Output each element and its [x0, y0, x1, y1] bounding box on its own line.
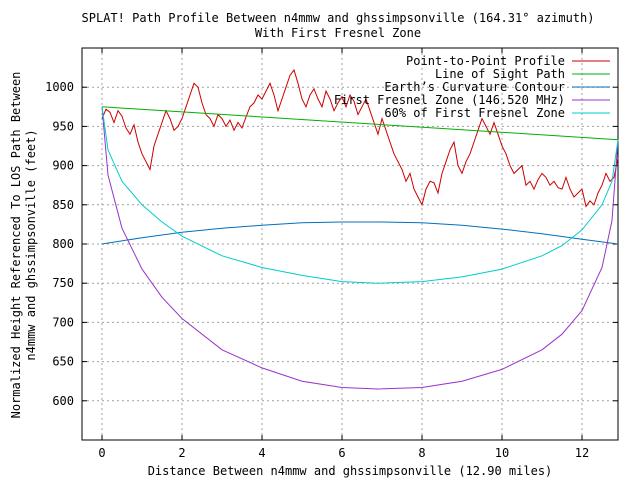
axis-ticks: 0 2 4 6 8 10 12 600 650 700 750 800 850 900 950 1000	[45, 48, 618, 460]
legend-label: Line of Sight Path	[435, 67, 565, 81]
y-tick-label: 800	[52, 237, 74, 251]
y-tick-label: 950	[52, 119, 74, 133]
y-axis-label-line2: n4mmw and ghssimpsonville (feet)	[24, 129, 38, 360]
legend-label: First Fresnel Zone (146.520 MHz)	[334, 93, 565, 107]
y-tick-label: 1000	[45, 80, 74, 94]
chart-subtitle: With First Fresnel Zone	[255, 26, 421, 40]
grid	[82, 48, 618, 440]
legend-label: Earth’s Curvature Contour	[384, 80, 565, 94]
x-tick-label: 0	[98, 446, 105, 460]
legend-label: 60% of First Fresnel Zone	[384, 106, 565, 120]
x-tick-label: 4	[258, 446, 265, 460]
y-tick-label: 650	[52, 355, 74, 369]
earth-curvature-line	[101, 221, 619, 245]
y-axis-label-line1: Normalized Height Referenced To LOS Path…	[9, 72, 23, 419]
x-tick-label: 2	[178, 446, 185, 460]
line-of-sight-line	[101, 106, 619, 141]
x-tick-label: 8	[418, 446, 425, 460]
profile-line	[101, 68, 619, 208]
fresnel-zone-line	[101, 106, 619, 390]
y-tick-label: 750	[52, 276, 74, 290]
y-tick-label: 850	[52, 198, 74, 212]
x-tick-label: 12	[575, 446, 589, 460]
y-tick-label: 700	[52, 315, 74, 329]
series-group	[101, 68, 619, 390]
y-tick-label: 900	[52, 159, 74, 173]
x-axis-label: Distance Between n4mmw and ghssimpsonvil…	[148, 464, 553, 478]
legend-label: Point-to-Point Profile	[406, 54, 565, 68]
fresnel-60-line	[101, 106, 619, 284]
x-tick-label: 6	[338, 446, 345, 460]
chart-title: SPLAT! Path Profile Between n4mmw and gh…	[82, 11, 595, 25]
y-tick-label: 600	[52, 394, 74, 408]
x-tick-label: 10	[495, 446, 509, 460]
